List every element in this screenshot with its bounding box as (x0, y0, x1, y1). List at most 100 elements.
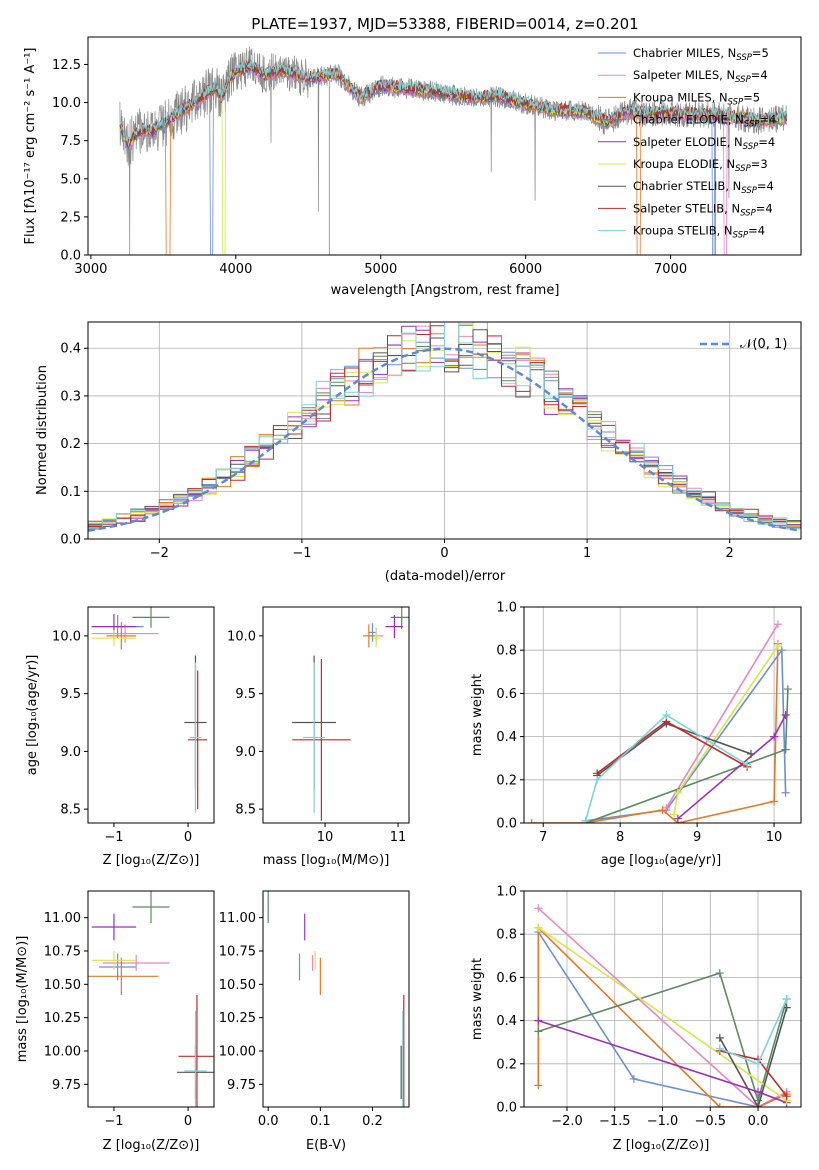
weight-vs-age-marker-chab_miles-3 (781, 788, 790, 797)
age-vs-mass-xtick-0: 10 (317, 830, 334, 845)
normal-curve (88, 347, 801, 532)
weight-vs-metallicity-line-krou_elodie (537, 927, 788, 1102)
age-vs-mass-ytick-3: 10.0 (227, 629, 256, 644)
weight-vs-metallicity-ytick-0: 0.0 (496, 1101, 517, 1116)
weight-vs-metallicity-ylabel: mass weight (470, 958, 485, 1040)
mass-vs-ebv-xlabel: E(B-V) (306, 1138, 346, 1153)
age-vs-metallicity-point-chab_elodie (132, 607, 170, 628)
residuals-xtick-4: 2 (726, 546, 734, 561)
age-vs-metallicity-ytick-1: 9.0 (60, 745, 81, 760)
spectrum-ytick-3: 7.5 (60, 134, 81, 149)
mass-vs-ebv-ytick-2: 10.25 (219, 1011, 256, 1026)
mass-vs-metallicity-ytick-4: 10.75 (44, 945, 81, 960)
weight-vs-age-line-krou_miles (531, 643, 779, 823)
spectrum-legend-label-7: Salpeter STELIB, NSSP=4 (633, 201, 773, 218)
mass-vs-metallicity-frame (87, 890, 215, 1108)
weight-vs-age-marker-chab_elodie-2 (783, 685, 792, 694)
mass-vs-ebv-ytick-0: 9.75 (227, 1078, 256, 1093)
weight-vs-metallicity-marker-salp_elodie-0 (534, 1016, 543, 1025)
weight-vs-age-ytick-1: 0.2 (496, 773, 517, 788)
weight-vs-metallicity-marker-chab_stelib-0 (715, 1033, 724, 1042)
spectrum-xlabel: wavelength [Angstrom, rest frame] (331, 283, 560, 298)
residuals-legend-label: 𝒩(0, 1) (740, 337, 787, 352)
weight-vs-age-marker-krou_elodie-2 (773, 641, 782, 650)
spectrum-plot-area (119, 46, 787, 255)
age-vs-mass-point-krou_stelib (303, 662, 326, 813)
weight-vs-metallicity-ytick-1: 0.2 (496, 1057, 517, 1072)
weight-vs-metallicity-marker-chab_stelib-1 (754, 1103, 763, 1107)
mass-vs-metallicity-ytick-2: 10.25 (44, 1011, 81, 1026)
spectrum-legend-label-2: Kroupa MILES, NSSP=5 (633, 90, 760, 107)
model-spectrum-krou_stelib (119, 58, 787, 146)
weight-vs-age-ytick-2: 0.4 (496, 730, 517, 745)
spectrum-legend-label-6: Chabrier STELIB, NSSP=4 (633, 179, 774, 196)
spectrum-legend-entry-0: Chabrier MILES, NSSP=5 (598, 46, 769, 63)
mass-vs-metallicity-point-salp_elodie (91, 913, 137, 941)
residuals-ytick-3: 0.3 (60, 389, 81, 404)
weight-vs-age-marker-chab_miles-2 (777, 646, 786, 655)
spectrum-legend-entry-7: Salpeter STELIB, NSSP=4 (598, 201, 773, 218)
mass-vs-metallicity-plot-area (88, 891, 214, 1107)
weight-vs-metallicity-xlabel: Z [log₁₀(Z/Z⊙)] (613, 1138, 710, 1153)
weight-vs-age-xtick-3: 10 (766, 830, 783, 845)
weight-vs-metallicity-line-krou_miles (537, 925, 788, 1107)
residuals-xtick-0: −2 (150, 546, 169, 561)
spectrum-legend-label-8: Kroupa STELIB, NSSP=4 (633, 224, 765, 241)
mass-vs-metallicity-ytick-3: 10.50 (44, 978, 81, 993)
age-vs-mass-ytick-1: 9.0 (235, 745, 256, 760)
age-vs-mass-panel: 10 11 8.5 9.0 9.5 10.0 (227, 606, 410, 845)
weight-vs-age-marker-salp_miles-1 (773, 620, 782, 629)
spectrum-ytick-4: 10.0 (52, 96, 81, 111)
weight-vs-metallicity-xtick-1: −1.5 (599, 1114, 631, 1129)
age-vs-mass-point-krou_miles (363, 624, 375, 648)
spectrum-legend-label-3: Chabrier ELODIE, NSSP=4 (633, 113, 776, 130)
weight-vs-metallicity-plot-area (534, 904, 791, 1107)
weight-vs-age-line-krou_stelib (584, 713, 748, 822)
spectrum-legend-entry-8: Kroupa STELIB, NSSP=4 (598, 224, 765, 241)
weight-vs-metallicity-marker-krou_stelib-1 (754, 1059, 763, 1068)
weight-vs-metallicity-xtick-4: 0.0 (748, 1114, 769, 1129)
mass-vs-ebv-xtick-2: 0.2 (362, 1114, 383, 1129)
age-vs-mass-ytick-0: 8.5 (235, 803, 256, 818)
weight-vs-age-marker-krou_miles-0 (527, 819, 536, 823)
residuals-xtick-3: 1 (583, 546, 591, 561)
weight-vs-metallicity-marker-chab_stelib-2 (782, 1003, 791, 1012)
weight-vs-age-line-chab_elodie (585, 689, 789, 823)
weight-vs-age-marker-chab_stelib-2 (746, 749, 755, 758)
mass-vs-ebv-panel: 0.0 0.1 0.2 9.75 10.00 10.25 10.50 10.75 11.00 (219, 890, 410, 1129)
spectrum-xtick-4: 7000 (654, 262, 687, 277)
weight-vs-age-marker-krou_elodie-0 (670, 810, 679, 819)
weight-vs-age-line-salp_miles (665, 623, 779, 809)
residuals-xtick-1: −1 (292, 546, 311, 561)
mass-vs-metallicity-ytick-1: 10.00 (44, 1045, 81, 1060)
residuals-ytick-1: 0.1 (60, 485, 81, 500)
spectrum-legend-label-1: Salpeter MILES, NSSP=4 (633, 68, 768, 85)
spectrum-xtick-3: 6000 (509, 262, 542, 277)
spectrum-xtick-2: 5000 (364, 262, 397, 277)
mass-vs-metallicity-ytick-5: 11.00 (44, 911, 81, 926)
spectrum-legend-label-4: Salpeter ELODIE, NSSP=4 (633, 135, 775, 152)
weight-vs-age-marker-salp_elodie-0 (673, 814, 682, 823)
weight-vs-age-xtick-1: 8 (616, 830, 624, 845)
spectrum-legend-entry-2: Kroupa MILES, NSSP=5 (598, 90, 760, 107)
weight-vs-age-marker-krou_stelib-1 (593, 775, 602, 784)
spectrum-xtick-0: 3000 (74, 262, 107, 277)
weight-vs-metallicity-ytick-3: 0.6 (496, 971, 517, 986)
spectrum-legend-entry-3: Chabrier ELODIE, NSSP=4 (598, 113, 776, 130)
weight-vs-metallicity-line-chab_stelib (719, 1007, 788, 1107)
weight-vs-age-ytick-0: 0.0 (496, 817, 517, 832)
weight-vs-age-marker-salp_elodie-1 (770, 732, 779, 741)
mass-vs-ebv-xtick-1: 0.1 (310, 1114, 331, 1129)
age-vs-mass-point-salp_stelib (292, 658, 351, 821)
mass-vs-metallicity-point-chab_elodie (132, 891, 170, 923)
mass-vs-ebv-ytick-1: 10.00 (219, 1045, 256, 1060)
weight-vs-metallicity-marker-krou_stelib-2 (782, 995, 791, 1003)
age-vs-metallicity-xtick-0: −1 (104, 830, 123, 845)
spectrum-panel: 3000 4000 5000 6000 7000 0.0 2.5 5.0 7.5 10.0 12.5 (52, 36, 802, 277)
weight-vs-age-marker-krou_stelib-0 (581, 816, 590, 823)
weight-vs-age-marker-salp_elodie-2 (781, 711, 790, 719)
mass-vs-ebv-ytick-5: 11.00 (219, 911, 256, 926)
age-vs-metallicity-panel: −1 0 8.5 9.0 9.5 10.0 (52, 606, 215, 845)
weight-vs-metallicity-marker-chab_miles-1 (629, 1074, 638, 1083)
